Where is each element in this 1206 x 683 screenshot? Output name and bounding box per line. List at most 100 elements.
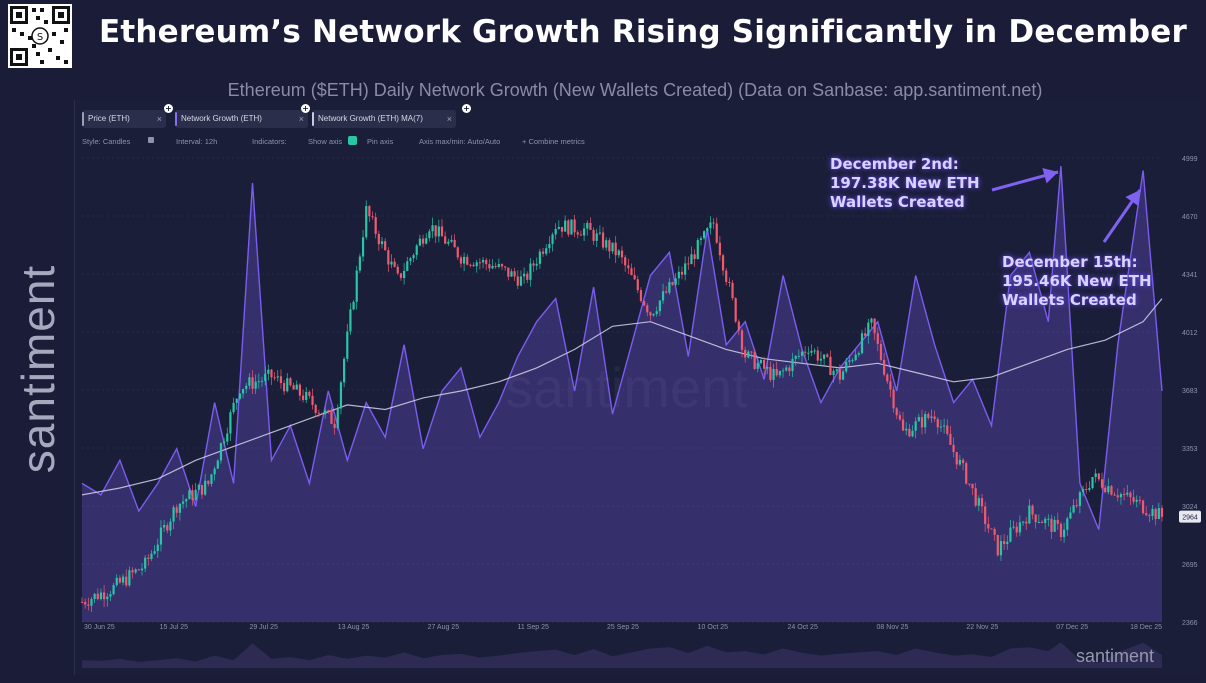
- price-candle: [1053, 519, 1056, 532]
- price-candle: [813, 350, 816, 352]
- svg-text:S: S: [37, 32, 43, 43]
- price-candle: [156, 544, 159, 552]
- price-candle: [267, 369, 270, 374]
- price-candle: [361, 237, 365, 257]
- interval-select[interactable]: Interval: 12h: [176, 137, 218, 146]
- tab-network-growth[interactable]: Network Growth (ETH) ×: [175, 110, 308, 128]
- price-candle: [1066, 518, 1069, 530]
- price-candle: [816, 350, 819, 361]
- price-candle: [867, 322, 870, 336]
- price-candle: [194, 489, 197, 500]
- price-candle: [810, 350, 813, 353]
- price-candle: [1003, 541, 1006, 545]
- price-candle: [216, 460, 219, 469]
- price-candle: [737, 321, 740, 331]
- price-candle: [289, 378, 292, 386]
- x-axis: 30 Jun 25 15 Jul 25 29 Jul 25 13 Aug 25 27 A…: [84, 624, 1162, 631]
- price-candle: [598, 232, 601, 234]
- price-candle: [570, 219, 573, 235]
- y-tick-label: 4012: [1182, 330, 1198, 337]
- tab-price[interactable]: Price (ETH) ×: [82, 110, 166, 128]
- price-candle: [744, 349, 747, 358]
- price-candle: [1141, 500, 1145, 514]
- combine-metrics-button[interactable]: + Combine metrics: [522, 137, 585, 146]
- price-candle: [674, 278, 677, 285]
- price-candle: [731, 282, 734, 299]
- price-candle: [519, 276, 523, 286]
- x-tick-label: 11 Sep 25: [517, 624, 549, 631]
- add-icon[interactable]: +: [164, 104, 173, 113]
- add-icon[interactable]: +: [462, 104, 471, 113]
- close-icon[interactable]: ×: [446, 114, 452, 124]
- price-candle: [851, 360, 854, 362]
- price-candle: [159, 527, 163, 545]
- price-candle: [336, 408, 339, 429]
- price-candle: [308, 391, 311, 396]
- price-candle: [857, 353, 860, 355]
- price-candle: [1078, 492, 1081, 506]
- price-candle: [680, 271, 684, 275]
- price-candle: [526, 273, 529, 280]
- price-candle: [497, 264, 500, 267]
- price-candle: [365, 206, 368, 238]
- price-candle: [766, 367, 769, 369]
- price-candle: [864, 333, 867, 336]
- price-candle: [475, 262, 478, 267]
- price-candle: [1091, 477, 1094, 489]
- price-candle: [248, 377, 251, 386]
- color-swatch[interactable]: [148, 137, 154, 143]
- price-candle: [469, 264, 472, 266]
- price-candle: [933, 416, 936, 420]
- show-axis-checkbox[interactable]: [348, 136, 357, 145]
- x-tick-label: 24 Oct 25: [787, 624, 817, 631]
- price-candle: [655, 311, 658, 314]
- price-candle: [883, 359, 886, 375]
- price-candle: [333, 423, 336, 429]
- price-candle: [485, 259, 488, 265]
- price-candle: [712, 222, 715, 224]
- price-candle: [946, 425, 949, 434]
- price-candle: [560, 226, 564, 232]
- price-candle: [1148, 515, 1151, 517]
- x-tick-label: 30 Jun 25: [84, 624, 115, 631]
- y-tick-label: 4670: [1182, 214, 1198, 221]
- price-candle: [567, 220, 570, 235]
- price-candle: [84, 602, 87, 605]
- tab-label: Network Growth (ETH): [181, 114, 262, 123]
- price-candles-series: [80, 200, 1164, 612]
- price-candle: [1031, 505, 1034, 515]
- price-candle: [1132, 497, 1135, 502]
- style-select[interactable]: Style: Candles: [82, 137, 131, 146]
- price-candle: [317, 412, 320, 414]
- price-candle: [453, 239, 456, 248]
- price-candle: [163, 525, 166, 528]
- price-candle: [481, 259, 485, 263]
- price-candle: [990, 528, 993, 530]
- price-candle: [1050, 518, 1053, 532]
- axis-range-select[interactable]: Axis max/min: Auto/Auto: [419, 137, 501, 146]
- price-candle: [658, 300, 661, 312]
- price-candle: [188, 490, 191, 500]
- price-candle: [592, 229, 595, 241]
- show-axis-toggle[interactable]: Show axis: [308, 137, 343, 146]
- tab-network-growth-ma7[interactable]: Network Growth (ETH) MA(7) ×: [312, 110, 456, 128]
- price-candle: [573, 219, 576, 233]
- close-icon[interactable]: ×: [156, 114, 162, 124]
- add-icon[interactable]: +: [301, 104, 310, 113]
- pin-axis-toggle[interactable]: Pin axis: [367, 137, 394, 146]
- series-color-swatch: [82, 112, 84, 126]
- price-candle: [614, 242, 617, 256]
- close-icon[interactable]: ×: [298, 114, 304, 124]
- y-tick-label: 3353: [1182, 446, 1198, 453]
- price-candle: [564, 220, 567, 232]
- x-tick-label: 22 Nov 25: [966, 624, 998, 631]
- price-candle: [226, 433, 229, 442]
- price-candle: [952, 444, 955, 453]
- price-candle: [1123, 494, 1126, 496]
- price-candle: [200, 484, 204, 495]
- price-candle: [917, 417, 920, 422]
- indicators-select[interactable]: Indicators:: [252, 137, 287, 146]
- price-candle: [1021, 521, 1025, 523]
- price-candle: [241, 388, 245, 394]
- x-tick-label: 18 Dec 25: [1130, 624, 1162, 631]
